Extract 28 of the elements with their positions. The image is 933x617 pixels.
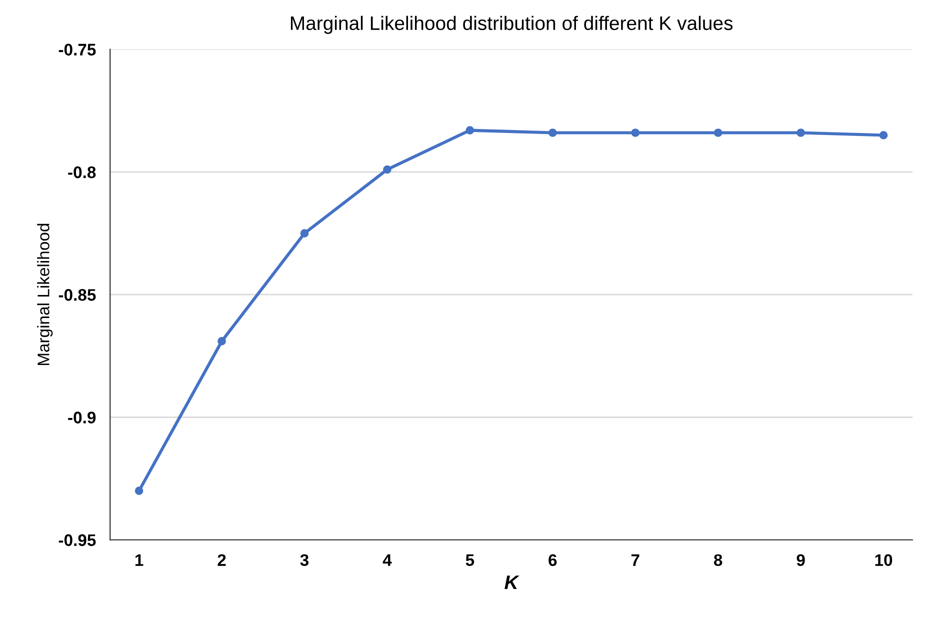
x-axis-title: K xyxy=(504,576,520,589)
point xyxy=(383,165,392,174)
x-tick-label: 5 xyxy=(466,554,474,566)
x-tick-label: 10 xyxy=(875,554,892,566)
y-tick-label: -0.9 xyxy=(68,412,96,424)
x-tick-label: 2 xyxy=(218,554,226,566)
point xyxy=(466,126,474,134)
y-tick-label: -0.8 xyxy=(68,166,96,178)
point xyxy=(714,128,722,137)
point xyxy=(879,131,888,140)
x-tick-label: 8 xyxy=(714,554,722,566)
point xyxy=(134,486,144,495)
x-tick-label: 1 xyxy=(135,554,144,566)
y-tick-label: -0.75 xyxy=(58,44,96,56)
x-tick-label: 9 xyxy=(796,554,805,566)
x-tick-label: 6 xyxy=(548,554,557,566)
point xyxy=(218,337,226,346)
point xyxy=(300,229,309,238)
point xyxy=(631,128,640,137)
y-axis-title: Marginal Likelihood xyxy=(37,224,53,366)
x-tick-label: 3 xyxy=(300,554,309,566)
x-tick-label: 4 xyxy=(382,554,392,566)
point xyxy=(548,128,557,137)
point xyxy=(796,128,805,137)
chart-title: Marginal Likelihood distribution of different K values xyxy=(290,16,733,34)
y-tick-label: -0.85 xyxy=(58,289,96,301)
x-tick-label: 7 xyxy=(631,554,640,566)
y-tick-label: -0.95 xyxy=(58,534,96,546)
